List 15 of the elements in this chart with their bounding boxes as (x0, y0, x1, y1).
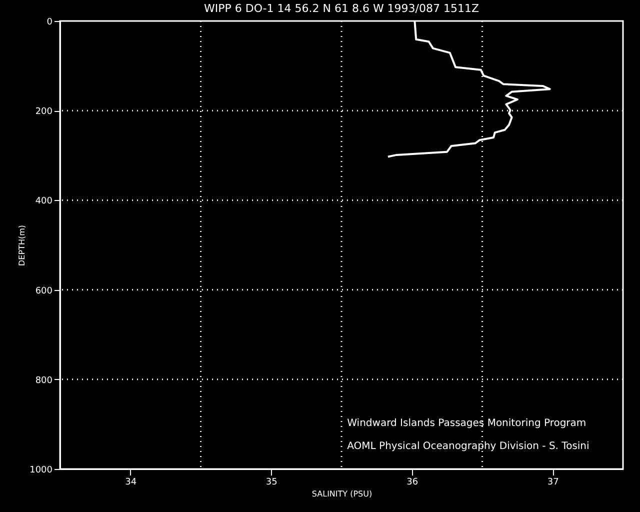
x-tick-label: 36 (406, 478, 418, 488)
y-tick-label: 1000 (30, 466, 53, 476)
y-tick-label: 200 (35, 107, 53, 118)
y-tick-label: 0 (46, 18, 53, 28)
x-tick-label: 34 (125, 478, 137, 488)
y-tick-label: 400 (35, 196, 53, 207)
annotation: AOML Physical Oceanography Division - S. Tosini (347, 440, 590, 452)
x-tick-label: 35 (266, 478, 278, 488)
annotation: Windward Islands Passages Monitoring Program (347, 418, 586, 429)
x-tick-label: 37 (547, 478, 559, 488)
y-tick-label: 800 (35, 376, 53, 386)
y-tick-label: 600 (35, 286, 53, 296)
y-axis-title: DEPTH(m) (18, 225, 27, 266)
chart-title: WIPP 6 DO-1 14 56.2 N 61 8.6 W 1993/087 1511Z (204, 2, 480, 15)
x-axis-title: SALINITY (PSU) (312, 490, 372, 498)
